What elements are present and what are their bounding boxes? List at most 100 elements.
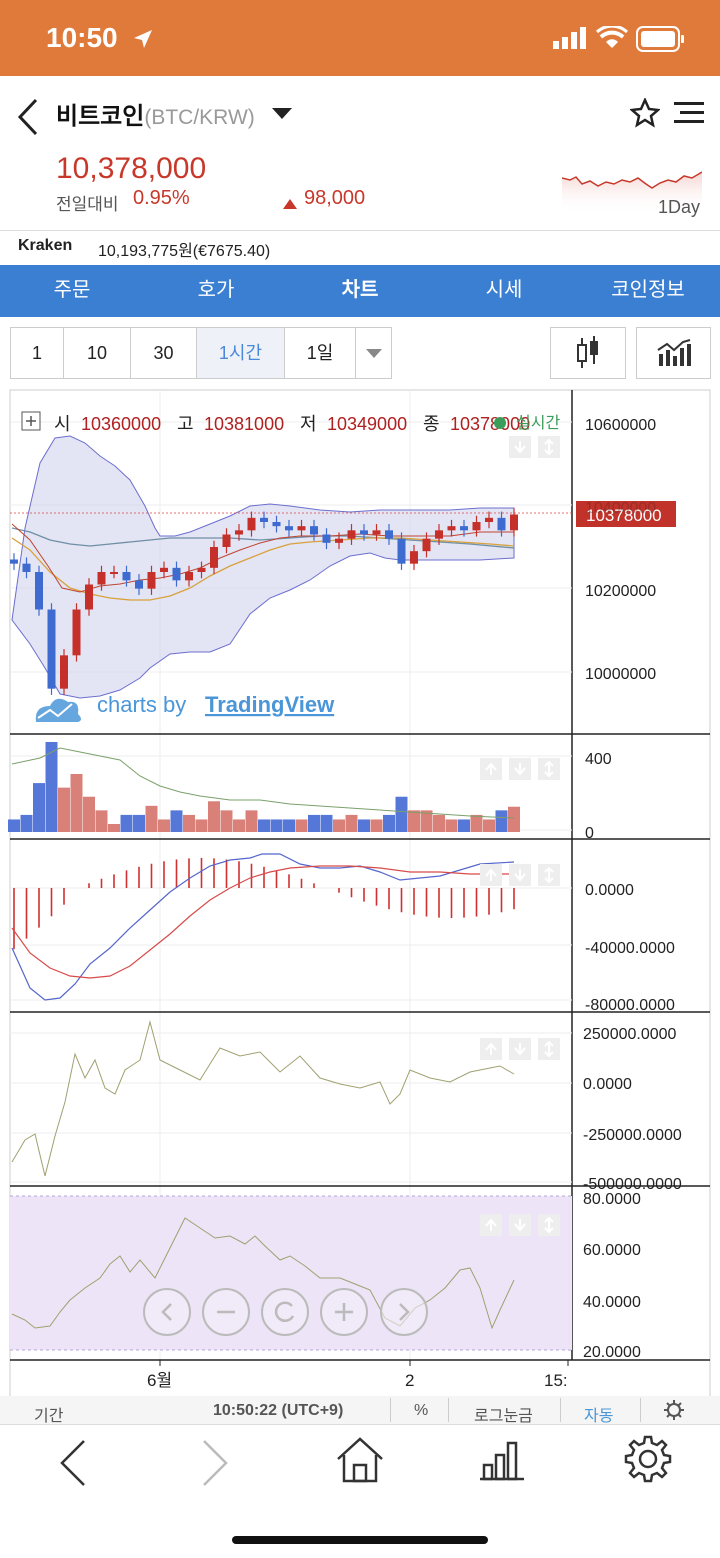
arrow-resize-icon <box>544 1040 554 1058</box>
watermark-prefix: charts by <box>97 692 186 717</box>
candle-body <box>122 572 131 581</box>
y-tick-vol-0: 400 <box>585 751 612 768</box>
plus-icon <box>335 1303 353 1321</box>
y-tick-macd-1: -40000.0000 <box>585 940 675 957</box>
candle-body <box>235 530 243 535</box>
interval-30[interactable]: 30 <box>130 327 197 379</box>
auto-scale-toggle[interactable]: 자동 <box>584 1408 614 1425</box>
candle-body <box>322 534 331 543</box>
status-bar: 10:50 <box>0 0 720 76</box>
ohlc-close: 10378000 <box>450 414 530 434</box>
settings-gear-icon[interactable] <box>624 1435 672 1483</box>
candle-body <box>335 538 343 543</box>
volume-bar <box>333 819 345 832</box>
volume-bar <box>45 742 58 832</box>
volume-bar <box>208 801 220 832</box>
y-tick-rsi-0: 80.0000 <box>583 1191 641 1208</box>
watermark-brand[interactable]: TradingView <box>205 692 335 717</box>
arrow-down-icon <box>514 869 526 882</box>
volume-bar <box>508 806 520 832</box>
bar-chart-icon[interactable] <box>480 1439 526 1481</box>
candlestick-icon <box>577 336 598 368</box>
candle-body <box>22 563 31 572</box>
menu-icon[interactable] <box>674 100 704 126</box>
interval-1h[interactable]: 1시간 <box>196 327 285 379</box>
interval-10[interactable]: 10 <box>63 327 131 379</box>
spark-period-label: 1Day <box>658 197 701 217</box>
favorite-star-icon[interactable] <box>630 98 660 128</box>
tab-quotes[interactable]: 시세 <box>485 279 523 301</box>
scroll-left-button[interactable] <box>143 1288 191 1336</box>
candle-body <box>397 538 406 564</box>
candle-body <box>47 609 56 689</box>
volume-bar <box>295 819 308 832</box>
candle-body <box>97 572 106 585</box>
candle-body <box>272 522 281 527</box>
candle-body <box>410 551 418 564</box>
x-tick-0: 6월 <box>147 1371 172 1390</box>
arrow-up-icon <box>485 762 497 775</box>
dropdown-caret-icon[interactable] <box>272 108 292 120</box>
candle-body <box>422 538 431 552</box>
period-button[interactable]: 기간 <box>34 1408 64 1425</box>
candle-type-button[interactable] <box>550 327 626 379</box>
tab-orderbook[interactable]: 호가 <box>197 279 235 301</box>
ohlc-low-label: 저 <box>300 414 317 434</box>
arrow-resize-icon <box>544 760 554 778</box>
candle-body <box>297 526 306 531</box>
ohlc-open-label: 시 <box>54 414 71 434</box>
current-price-tag-text: 10378000 <box>586 506 662 525</box>
volume-bar <box>195 819 208 832</box>
arrow-down-icon <box>514 763 526 776</box>
sparkline[interactable] <box>562 168 702 214</box>
interval-1d[interactable]: 1일 <box>284 327 356 379</box>
home-icon[interactable] <box>335 1437 385 1483</box>
y-tick-mom-3: -500000.0000 <box>583 1176 682 1193</box>
coin-title[interactable]: 비트코인(BTC/KRW) <box>56 96 255 131</box>
volume-bar <box>470 814 483 832</box>
arrow-up-icon <box>485 1042 497 1055</box>
candle-body <box>247 517 256 531</box>
candle-body <box>460 526 468 531</box>
tab-coin-info[interactable]: 코인정보 <box>611 279 685 301</box>
volume-bar <box>145 805 158 832</box>
scroll-right-button[interactable] <box>380 1288 428 1336</box>
volume-bar <box>245 810 258 832</box>
interval-1[interactable]: 1 <box>10 327 64 379</box>
change-label: 전일대비 <box>56 195 119 214</box>
interval-dropdown[interactable] <box>355 327 392 379</box>
dropdown-caret-icon <box>365 349 382 358</box>
volume-bar <box>320 814 333 832</box>
tradingview-logo-icon <box>35 698 81 722</box>
y-tick-macd-2: -80000.0000 <box>585 997 675 1014</box>
candle-body <box>285 526 293 531</box>
candle-body <box>72 609 81 656</box>
current-price-tag <box>576 501 676 527</box>
ohlc-high: 10381000 <box>204 414 284 434</box>
chart-settings-gear-icon[interactable] <box>664 1400 684 1420</box>
back-chevron-icon[interactable] <box>16 98 40 136</box>
reset-button[interactable] <box>261 1288 309 1336</box>
y-tick-mom-2: -250000.0000 <box>583 1127 682 1144</box>
log-scale-toggle[interactable]: 로그눈금 <box>474 1408 533 1425</box>
up-triangle-icon <box>283 199 297 209</box>
volume-bar <box>383 814 395 832</box>
chevron-left-icon <box>161 1303 172 1321</box>
volume-bar <box>458 819 470 832</box>
volume-bar <box>495 810 508 832</box>
candle-body <box>310 526 318 535</box>
y-tick-main-3: 10000000 <box>585 666 656 683</box>
y-tick-rsi-1: 60.0000 <box>583 1242 641 1259</box>
volume-bar <box>395 796 408 832</box>
trading-chart[interactable]: 시 10360000 고 10381000 저 10349000 종 10378… <box>0 388 720 1423</box>
momentum-line <box>11 1020 515 1177</box>
candle-body <box>372 530 381 535</box>
tab-chart[interactable]: 차트 <box>341 279 379 301</box>
candle-body <box>60 655 68 689</box>
tab-order[interactable]: 주문 <box>53 279 91 301</box>
nav-forward-icon[interactable] <box>200 1439 230 1487</box>
chart-bottom-bar: 기간 10:50:22 (UTC+9) % 로그눈금 자동 <box>0 1396 720 1425</box>
percent-toggle[interactable]: % <box>414 1402 429 1419</box>
indicator-button[interactable] <box>636 327 711 379</box>
nav-back-icon[interactable] <box>58 1439 88 1487</box>
